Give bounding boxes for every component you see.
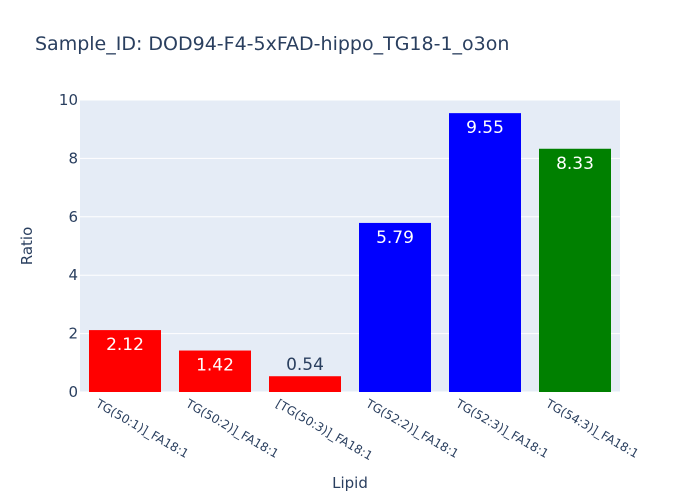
- bar: [359, 222, 431, 392]
- bar-value-label: 8.33: [556, 154, 594, 174]
- bar: [449, 113, 521, 392]
- x-tick-label: TG(50:1)]_FA18:1: [93, 396, 191, 461]
- x-tick-label: TG(50:2)]_FA18:1: [183, 396, 281, 461]
- x-tick-label: TG(52:2)]_FA18:1: [363, 396, 461, 461]
- x-tick-label: TG(52:3)]_FA18:1: [453, 396, 551, 461]
- gridlines: [80, 99, 620, 393]
- y-tick-label: 8: [68, 149, 78, 167]
- bar-value-label: 1.42: [196, 356, 234, 376]
- bar-value-label: 2.12: [106, 335, 144, 355]
- y-axis-ticks: 0 2 4 6 8 10: [59, 91, 78, 401]
- x-tick-label: TG(54:3)]_FA18:1: [543, 396, 641, 461]
- plot-background: [80, 100, 620, 392]
- bar: [539, 148, 611, 392]
- y-tick-label: 4: [68, 266, 78, 284]
- bar-value-label: 0.54: [286, 355, 324, 375]
- y-tick-label: 0: [68, 383, 78, 401]
- bar-value-label: 9.55: [466, 118, 504, 138]
- y-tick-label: 2: [68, 325, 78, 343]
- x-axis-ticks: TG(50:1)]_FA18:1TG(50:2)]_FA18:1[TG(50:3…: [93, 396, 641, 463]
- x-axis-title: Lipid: [332, 474, 368, 492]
- y-tick-label: 6: [68, 208, 78, 226]
- chart-title: Sample_ID: DOD94-F4-5xFAD-hippo_TG18-1_o…: [35, 33, 509, 55]
- bar-labels: 2.12 1.42 0.54 5.79 9.55 8.33: [106, 118, 594, 375]
- x-tick-label: [TG(50:3)]_FA18:1: [274, 396, 376, 463]
- bar-value-label: 5.79: [376, 228, 414, 248]
- bar: [179, 350, 251, 392]
- y-axis-title: Ratio: [18, 227, 36, 266]
- bar: [269, 376, 341, 392]
- bars: [89, 113, 611, 392]
- y-tick-label: 10: [59, 91, 78, 109]
- bar: [89, 330, 161, 392]
